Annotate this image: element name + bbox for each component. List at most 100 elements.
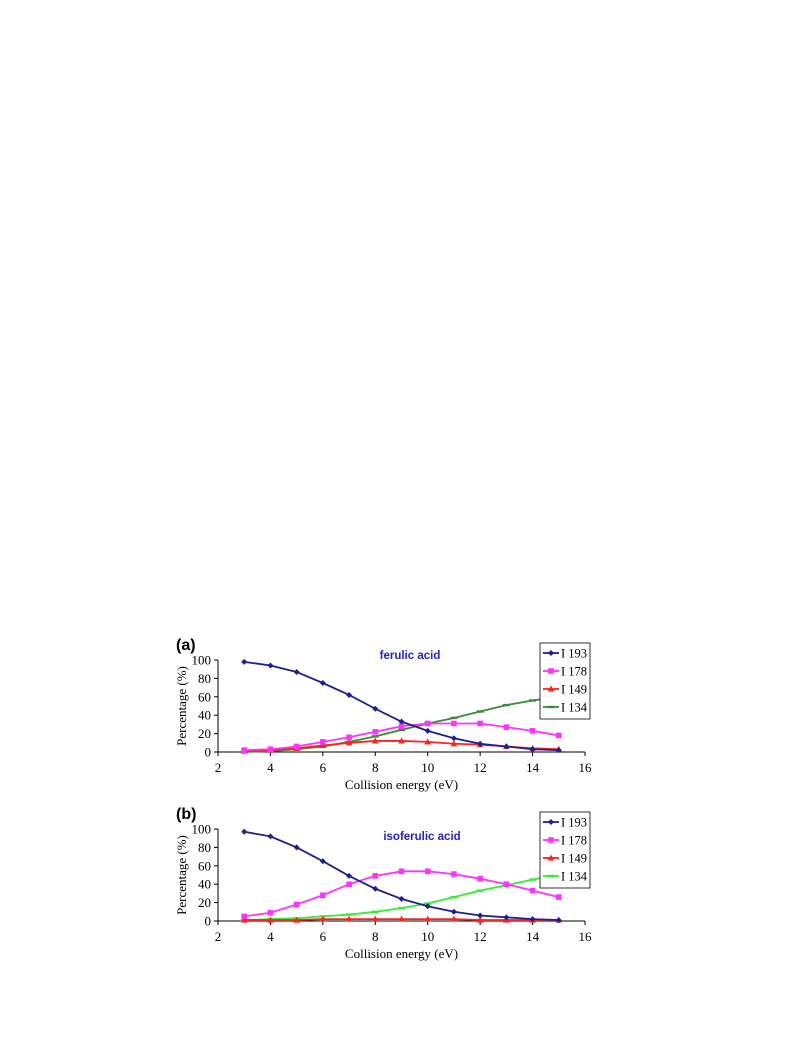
- x-axis-label: Collision energy (eV): [345, 777, 458, 792]
- data-point: [555, 732, 562, 739]
- x-tick-label: 8: [372, 760, 379, 775]
- data-point: [555, 894, 562, 900]
- x-tick-label: 2: [215, 929, 222, 944]
- y-tick-label: 20: [198, 726, 211, 741]
- legend-swatch-marker: [547, 854, 555, 861]
- data-point: [529, 728, 536, 734]
- legend: I 193 I 178 I 149 I 134: [539, 811, 591, 889]
- data-point: [398, 723, 405, 730]
- data-point: [398, 718, 405, 725]
- series-i-178: [241, 868, 562, 920]
- data-point: [293, 844, 300, 851]
- x-tick-label: 4: [267, 760, 274, 775]
- legend-label: I 193: [561, 816, 587, 830]
- x-tick-label: 16: [579, 929, 593, 944]
- y-tick-label: 80: [198, 840, 211, 855]
- y-tick-label: 100: [192, 653, 212, 668]
- data-point: [267, 833, 274, 840]
- data-point: [477, 720, 483, 727]
- data-point: [424, 903, 431, 910]
- legend-label: I 134: [561, 701, 588, 715]
- data-point: [319, 742, 327, 749]
- legend-swatch-marker: [548, 650, 554, 656]
- legend: I 193 I 178 I 149 I 134: [539, 642, 591, 720]
- data-point: [477, 875, 483, 882]
- data-point: [503, 914, 510, 921]
- y-tick-label: 80: [198, 671, 211, 686]
- series-i-149: [240, 737, 563, 754]
- series-i-178: [241, 720, 562, 753]
- chart-panel-a: (a) ferulic acid 2 4 6 8 10 12 14 16 0 20 40 60 80 100 C…: [174, 637, 592, 792]
- data-point: [451, 871, 457, 877]
- data-point: [503, 724, 510, 730]
- x-tick-label: 16: [579, 760, 593, 775]
- x-tick-label: 10: [421, 760, 434, 775]
- chart-panel-b: (b) isoferulic acid 2 4 6 8 10 12 14 16 0 20 40 60 80 1…: [174, 806, 592, 961]
- data-point: [529, 887, 536, 894]
- legend-label: I 149: [561, 852, 587, 866]
- data-point: [319, 858, 326, 865]
- x-tick-label: 12: [474, 760, 487, 775]
- data-point: [346, 691, 353, 698]
- x-tick-label: 6: [320, 760, 327, 775]
- data-point: [346, 734, 352, 741]
- series-i-193: [241, 828, 562, 924]
- data-point: [293, 668, 300, 675]
- data-point: [241, 913, 248, 920]
- data-point: [555, 747, 562, 754]
- x-tick-label: 10: [421, 929, 434, 944]
- data-point: [320, 739, 326, 745]
- data-point: [345, 915, 353, 922]
- data-point: [241, 658, 248, 665]
- legend-label: I 149: [561, 683, 587, 697]
- legend-label: I 178: [561, 665, 587, 679]
- data-point: [346, 872, 353, 879]
- y-tick-label: 40: [198, 877, 211, 892]
- data-point: [398, 868, 405, 875]
- data-point: [424, 868, 431, 875]
- data-point: [267, 916, 274, 923]
- y-tick-label: 60: [198, 858, 211, 873]
- data-point: [372, 728, 379, 735]
- panel-label: (b): [176, 806, 196, 823]
- data-point: [529, 746, 536, 753]
- data-point: [371, 737, 379, 744]
- data-point: [424, 720, 431, 727]
- data-point: [450, 740, 458, 747]
- data-point: [424, 915, 432, 922]
- data-point: [450, 915, 458, 922]
- y-tick-label: 60: [198, 689, 211, 704]
- data-point: [450, 735, 457, 742]
- y-tick-label: 0: [205, 914, 212, 929]
- data-point: [372, 873, 379, 879]
- data-point: [346, 881, 352, 887]
- y-tick-label: 100: [192, 822, 212, 837]
- data-point: [476, 916, 484, 923]
- data-point: [450, 908, 457, 915]
- legend-swatch-marker: [548, 668, 554, 674]
- x-tick-label: 12: [474, 929, 487, 944]
- chart-title: ferulic acid: [380, 650, 441, 662]
- data-point: [345, 739, 353, 746]
- x-tick-label: 6: [320, 929, 327, 944]
- x-tick-label: 14: [526, 929, 540, 944]
- series-line: [244, 660, 559, 752]
- chart-title: isoferulic acid: [383, 831, 460, 843]
- y-tick-label: 0: [205, 745, 212, 760]
- data-point: [267, 909, 274, 916]
- data-point: [477, 740, 484, 747]
- series-i-193: [241, 658, 562, 754]
- legend-label: I 178: [561, 834, 587, 848]
- data-point: [293, 743, 300, 750]
- legend-swatch-marker: [548, 837, 554, 843]
- data-point: [241, 828, 248, 835]
- data-point: [240, 916, 248, 923]
- legend-label: I 134: [561, 870, 588, 884]
- data-point: [319, 680, 326, 686]
- data-point: [398, 915, 405, 922]
- y-tick-label: 20: [198, 895, 211, 910]
- legend-swatch-marker: [547, 685, 555, 692]
- data-point: [293, 916, 300, 923]
- data-point: [451, 720, 457, 727]
